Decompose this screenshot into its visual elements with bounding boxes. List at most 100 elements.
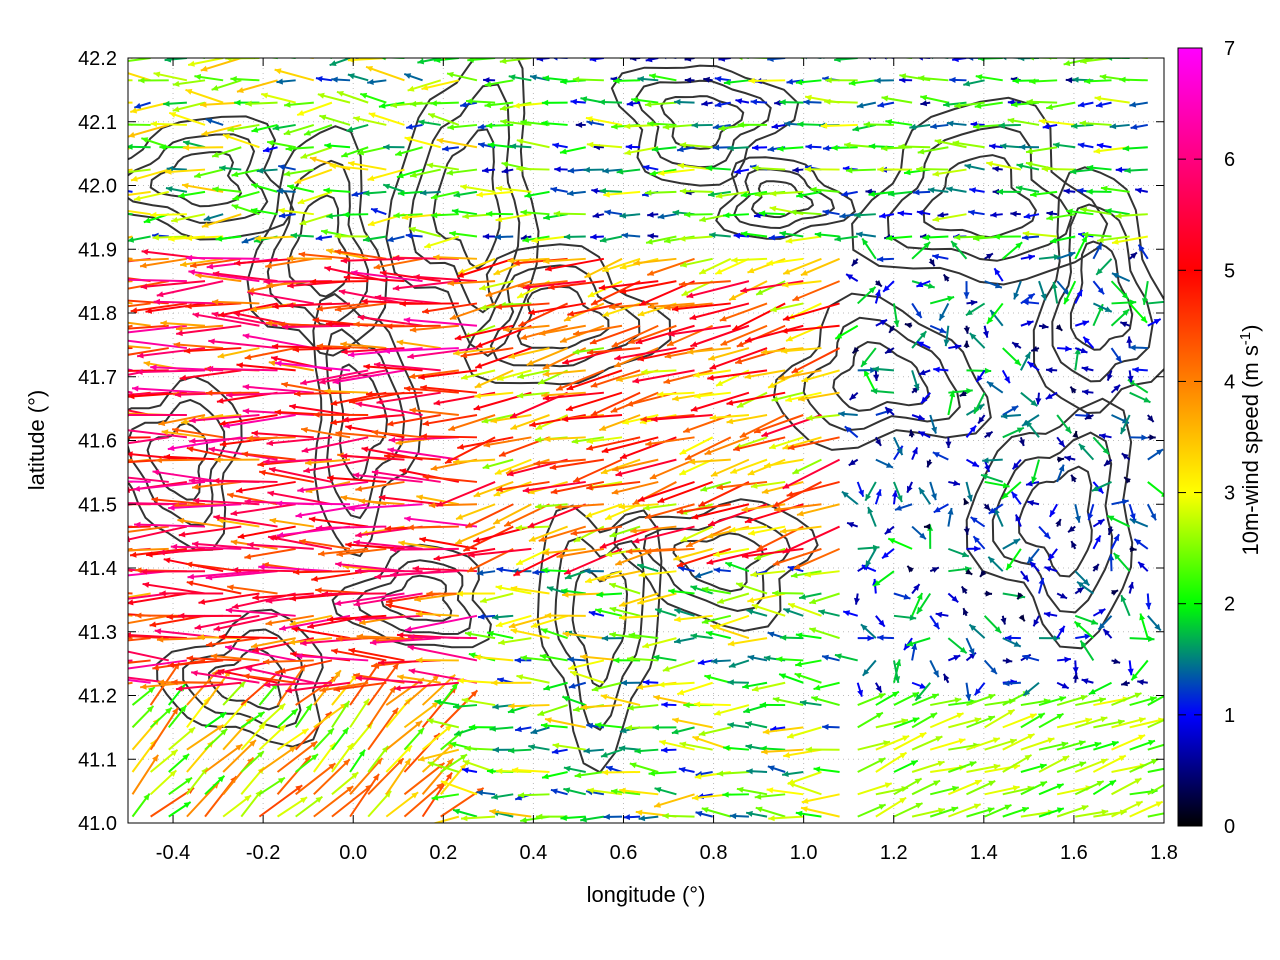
- wind-vector-shaft: [367, 168, 405, 181]
- wind-vector-head: [978, 58, 985, 62]
- wind-vector-shaft: [786, 480, 840, 497]
- wind-vector-head: [611, 123, 618, 130]
- wind-vector-shaft: [507, 257, 550, 262]
- wind-vector-head: [116, 353, 123, 359]
- wind-vector-head: [752, 144, 759, 151]
- wind-vector-head: [289, 746, 297, 753]
- wind-vector-head: [281, 324, 289, 330]
- wind-vector-head: [854, 212, 861, 219]
- wind-vector-head: [1168, 765, 1175, 771]
- wind-vector-shaft: [128, 547, 169, 552]
- wind-vector-shaft: [494, 458, 532, 476]
- wind-vector-head: [387, 447, 395, 454]
- wind-vector-head: [309, 156, 317, 163]
- wind-vector-shaft: [433, 547, 496, 561]
- wind-vector-head: [1148, 635, 1155, 642]
- wind-vector-shaft: [393, 257, 459, 260]
- wind-vector-shaft: [298, 539, 351, 550]
- wind-vector-shaft: [570, 525, 623, 535]
- wind-vector-head: [227, 492, 234, 499]
- wind-vector-head: [974, 688, 981, 696]
- wind-vector-shaft: [709, 414, 750, 420]
- wind-vector-head: [231, 567, 239, 574]
- wind-vector-head: [543, 214, 550, 221]
- wind-vector-shaft: [743, 58, 749, 59]
- wind-vector-head: [735, 358, 743, 365]
- wind-vector-head: [214, 669, 222, 676]
- wind-vector-head: [330, 419, 337, 426]
- wind-vector-head: [1080, 640, 1087, 648]
- wind-vector-head: [158, 549, 165, 556]
- wind-vector-head: [528, 309, 536, 316]
- wind-vector-head: [342, 416, 349, 423]
- wind-vector-head: [943, 101, 950, 108]
- wind-vector-head: [622, 418, 630, 425]
- wind-vector-head: [612, 465, 619, 472]
- wind-vector-head: [899, 73, 907, 80]
- colorbar-tick-label: 3: [1224, 483, 1235, 505]
- wind-vector-head: [366, 66, 373, 72]
- wind-vector-head: [201, 130, 209, 137]
- wind-vector-head: [1038, 577, 1045, 585]
- wind-vector-shaft: [313, 669, 342, 706]
- wind-vector-shaft: [213, 614, 278, 631]
- wind-vector-shaft: [632, 369, 695, 383]
- wind-vector-shaft: [278, 659, 333, 673]
- wind-vector-head: [284, 101, 291, 108]
- wind-vector-head: [251, 183, 259, 189]
- wind-vector-head: [494, 234, 501, 241]
- wind-vector-head: [875, 489, 882, 497]
- wind-vector-head: [985, 590, 992, 597]
- wind-vector-head: [652, 724, 659, 731]
- wind-vector-head: [138, 77, 145, 84]
- wind-vector-head: [176, 330, 183, 337]
- wind-vector-head: [1043, 611, 1051, 618]
- wind-vector-head: [145, 307, 153, 314]
- wind-vector-head: [157, 679, 164, 686]
- wind-vector-head: [1096, 781, 1104, 787]
- wind-vector-head: [691, 794, 699, 801]
- wind-vector-head: [846, 167, 853, 174]
- wind-vector-head: [572, 348, 580, 355]
- wind-vector-shaft: [352, 473, 423, 483]
- wind-vector-head: [761, 748, 768, 755]
- wind-vector-shaft: [586, 480, 641, 490]
- wind-vector-head: [153, 71, 161, 78]
- wind-vector-head: [336, 635, 343, 642]
- wind-vector-head: [297, 487, 304, 493]
- wind-vector-shaft: [663, 369, 713, 384]
- wind-vector-head: [542, 370, 550, 377]
- wind-vector-head: [216, 725, 224, 732]
- wind-vector-head: [186, 446, 194, 453]
- wind-vector-head: [1143, 396, 1151, 403]
- wind-vector-head: [265, 597, 273, 604]
- wind-vector-shaft: [188, 270, 260, 283]
- wind-vector-head: [355, 401, 363, 408]
- wind-vector-shaft: [349, 773, 380, 818]
- wind-vector-head: [301, 728, 309, 735]
- wind-vector-head: [973, 536, 980, 543]
- wind-vector-head: [460, 184, 467, 191]
- wind-vector-head: [508, 622, 516, 629]
- x-tick-label: -0.2: [246, 842, 280, 864]
- wind-vector-head: [1002, 482, 1010, 489]
- wind-vector-head: [1001, 492, 1009, 499]
- wind-vector-head: [154, 628, 162, 635]
- wind-vector-shaft: [619, 788, 659, 796]
- contour-line: [1069, 240, 1134, 351]
- wind-vector-head: [477, 123, 485, 130]
- wind-vector-head: [433, 399, 441, 406]
- wind-vector-head: [219, 420, 227, 427]
- wind-vector-head: [461, 374, 468, 380]
- wind-vector-shaft: [452, 347, 496, 355]
- wind-vector-head: [1084, 413, 1092, 420]
- wind-vector-head: [754, 191, 762, 198]
- wind-vector-head: [128, 131, 135, 138]
- wind-vector-head: [748, 529, 756, 536]
- wind-vector-head: [404, 758, 411, 766]
- wind-vector-shaft: [403, 701, 440, 729]
- wind-vector-shaft: [589, 324, 641, 345]
- wind-vector-head: [917, 75, 925, 82]
- wind-vector-shaft: [407, 635, 477, 640]
